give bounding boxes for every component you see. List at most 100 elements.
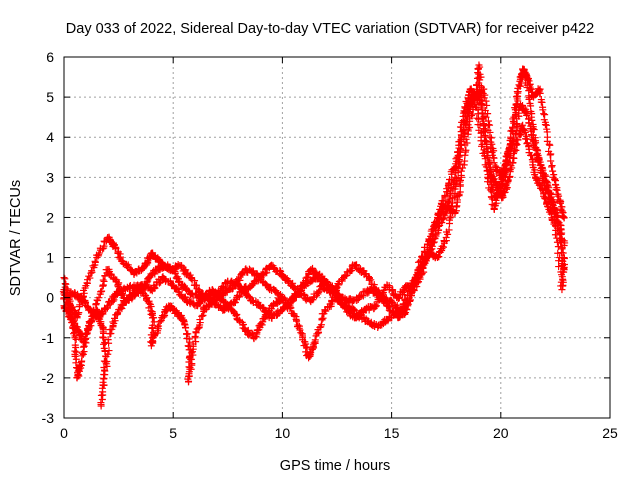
data-point — [248, 281, 256, 289]
data-point — [509, 130, 517, 138]
data-point — [234, 275, 242, 283]
data-point — [560, 261, 568, 269]
data-point — [114, 309, 122, 317]
data-point — [356, 311, 364, 319]
data-point — [544, 203, 552, 211]
x-tick-label: 5 — [169, 425, 177, 441]
data-point — [322, 307, 330, 315]
plot-frame — [63, 56, 611, 419]
data-point — [507, 151, 515, 159]
data-point — [527, 151, 535, 159]
data-point — [484, 175, 492, 183]
data-point — [307, 349, 315, 357]
x-axis-ticks: 0 5 10 15 20 25 — [60, 57, 618, 441]
data-point — [311, 336, 319, 344]
x-tick-label: 15 — [384, 425, 400, 441]
data-point — [546, 189, 554, 197]
data-point — [445, 226, 453, 234]
data-point — [512, 146, 520, 154]
data-point — [542, 178, 550, 186]
data-point — [534, 157, 542, 165]
y-axis-ticks: -3 -2 -1 0 1 2 3 4 5 6 — [42, 49, 610, 426]
data-point — [328, 285, 336, 293]
data-point — [504, 176, 512, 184]
data-point — [303, 344, 311, 352]
data-point — [481, 155, 489, 163]
data-point — [306, 350, 314, 358]
data-point — [514, 136, 522, 144]
data-point — [551, 181, 559, 189]
data-point — [198, 312, 206, 320]
data-point — [454, 148, 462, 156]
data-point — [532, 146, 540, 154]
data-point — [187, 365, 195, 373]
data-point — [440, 243, 448, 251]
data-point — [462, 146, 470, 154]
data-point — [118, 305, 126, 313]
data-point — [395, 294, 403, 302]
data-point — [509, 117, 517, 125]
data-point — [84, 327, 92, 335]
data-point — [483, 101, 491, 109]
data-point — [81, 284, 89, 292]
data-point — [111, 314, 119, 322]
data-point — [71, 332, 79, 340]
data-point — [435, 253, 443, 261]
data-point — [276, 267, 284, 275]
data-point — [542, 121, 550, 129]
data-point — [338, 276, 346, 284]
data-point — [249, 267, 257, 275]
data-point — [72, 335, 80, 343]
data-point — [484, 110, 492, 118]
x-tick-label: 20 — [493, 425, 509, 441]
data-point — [556, 229, 564, 237]
data-point — [395, 295, 403, 303]
data-point — [479, 89, 487, 97]
data-point — [464, 121, 472, 129]
data-point — [245, 293, 253, 301]
data-point — [476, 121, 484, 129]
data-point — [541, 194, 549, 202]
data-point — [429, 230, 437, 238]
data-point — [104, 350, 112, 358]
data-point — [456, 176, 464, 184]
data-point — [179, 317, 187, 325]
data-point — [525, 81, 533, 89]
chart-title: Day 033 of 2022, Sidereal Day-to-day VTE… — [66, 21, 594, 37]
data-point — [517, 130, 525, 138]
data-point — [509, 123, 517, 131]
data-point — [534, 85, 542, 93]
data-point — [504, 158, 512, 166]
data-point — [187, 355, 195, 363]
data-point — [335, 281, 343, 289]
data-point — [511, 104, 519, 112]
data-point — [156, 318, 164, 326]
data-point — [317, 321, 325, 329]
y-tick-label: 2 — [46, 209, 54, 225]
data-point — [401, 303, 409, 311]
data-point — [192, 281, 200, 289]
data-point — [423, 253, 431, 261]
data-point — [554, 243, 562, 251]
data-point — [155, 322, 163, 330]
data-point — [540, 110, 548, 118]
data-point — [525, 143, 533, 151]
data-point — [441, 191, 449, 199]
data-point — [514, 88, 522, 96]
data-point — [422, 257, 430, 265]
data-point — [105, 347, 113, 355]
data-point — [228, 285, 236, 293]
data-point — [553, 238, 561, 246]
data-point — [78, 349, 86, 357]
data-point — [204, 302, 212, 310]
data-point — [537, 164, 545, 172]
data-point — [459, 164, 467, 172]
data-point — [546, 141, 554, 149]
data-point — [404, 297, 412, 305]
data-point — [293, 317, 301, 325]
data-point — [294, 287, 302, 295]
data-point — [76, 361, 84, 369]
data-point — [184, 375, 192, 383]
data-point — [486, 128, 494, 136]
data-point — [560, 214, 568, 222]
